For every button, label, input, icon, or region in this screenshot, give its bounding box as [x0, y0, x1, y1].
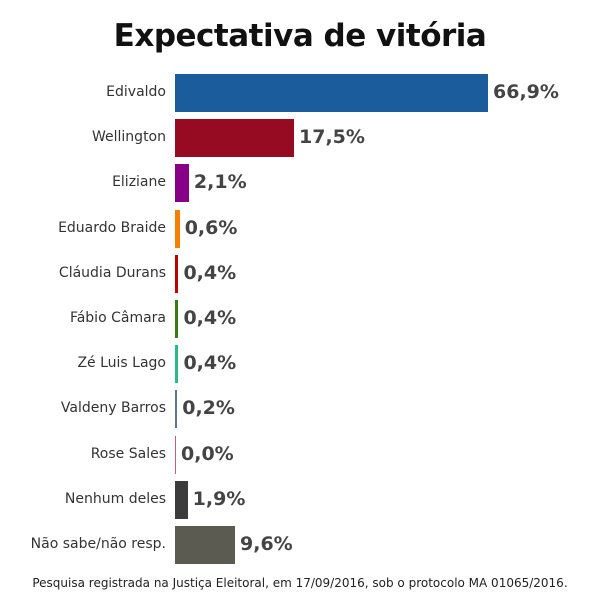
- bar: [175, 300, 179, 338]
- chart-title: Expectativa de vitória: [113, 18, 487, 54]
- bar: [175, 164, 189, 203]
- bar-row: Eliziane 2,1%: [0, 164, 600, 203]
- bar-row: Wellington 17,5%: [0, 119, 600, 158]
- footnote: Pesquisa registrada na Justiça Eleitoral…: [32, 576, 568, 590]
- category-label: Rose Sales: [90, 445, 166, 462]
- bar: [175, 209, 180, 248]
- category-label: Eliziane: [112, 174, 166, 191]
- bar: [175, 526, 235, 564]
- bar-row: Não sabe/não resp. 9,6%: [0, 526, 600, 564]
- value-label: 0,2%: [182, 397, 235, 420]
- value-label: 0,0%: [181, 442, 234, 465]
- category-label: Não sabe/não resp.: [30, 536, 166, 552]
- category-label: Edivaldo: [106, 84, 166, 100]
- value-label: 0,6%: [184, 216, 238, 239]
- bar: [175, 254, 179, 293]
- category-label: Cláudia Durans: [58, 264, 166, 281]
- value-label: 66,9%: [493, 81, 559, 103]
- bar: [175, 480, 188, 519]
- category-label: Eduardo Braide: [58, 219, 166, 236]
- category-label: Valdeny Barros: [60, 400, 166, 417]
- bar-row: Zé Luis Lago 0,4%: [0, 345, 600, 384]
- bar: [175, 74, 488, 112]
- bar: [175, 345, 179, 384]
- category-label: Fábio Câmara: [69, 310, 166, 326]
- value-label: 0,4%: [183, 261, 237, 284]
- bar-row: Cláudia Durans 0,4%: [0, 254, 600, 293]
- bar-row: Rose Sales 0,0%: [0, 435, 600, 474]
- value-label: 0,4%: [183, 307, 237, 329]
- bar: [175, 390, 178, 429]
- bar-row: Eduardo Braide 0,6%: [0, 209, 600, 248]
- category-label: Wellington: [92, 129, 166, 146]
- value-label: 0,4%: [183, 352, 237, 375]
- bar-row: Nenhum deles 1,9%: [0, 480, 600, 519]
- category-label: Nenhum deles: [64, 490, 166, 507]
- value-label: 9,6%: [240, 533, 293, 555]
- value-label: 2,1%: [193, 171, 247, 194]
- bar-row: Valdeny Barros 0,2%: [0, 390, 600, 429]
- bar-row: Edivaldo 66,9%: [0, 74, 600, 112]
- value-label: 17,5%: [299, 126, 365, 149]
- category-label: Zé Luis Lago: [77, 355, 166, 372]
- bar: [175, 435, 176, 474]
- bar: [175, 119, 294, 158]
- bar-row: Fábio Câmara 0,4%: [0, 300, 600, 338]
- value-label: 1,9%: [192, 487, 246, 510]
